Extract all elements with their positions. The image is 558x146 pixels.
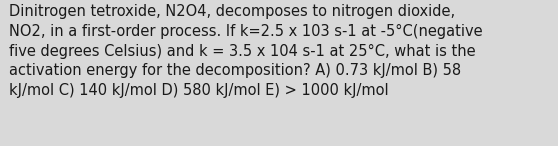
Text: Dinitrogen tetroxide, N2O4, decomposes to nitrogen dioxide,
NO2, in a first-orde: Dinitrogen tetroxide, N2O4, decomposes t… xyxy=(9,4,483,98)
